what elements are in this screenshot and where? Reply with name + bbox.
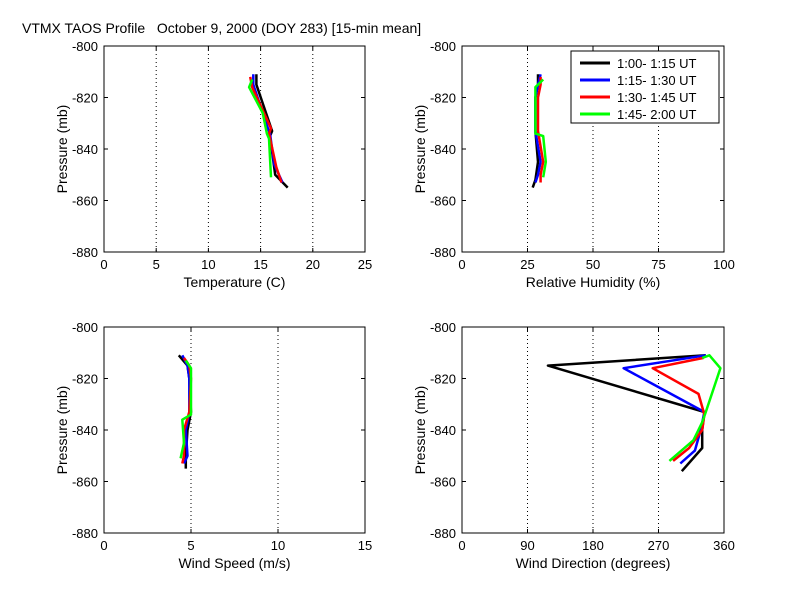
series-line-relative-humidity-3 (534, 78, 548, 178)
panel-wind-direction: 0 90 180 270 360 -880 -860 -840 -820 -800 Wind Dir… (412, 320, 735, 571)
x-axis-label: Wind Direction (degrees) (516, 555, 671, 571)
legend: 1:00- 1:15 UT 1:15- 1:30 UT 1:30- 1:45 UT 1… (570, 50, 720, 124)
x-tick-label: 5 (153, 257, 160, 272)
x-tick-label: 25 (520, 257, 534, 272)
y-tick-label: -820 (430, 372, 456, 387)
x-tick-label: 75 (651, 257, 665, 272)
x-tick-label: 0 (100, 538, 107, 553)
y-tick-label: -800 (430, 39, 456, 54)
series-line-relative-humidity-2 (536, 76, 545, 183)
panel-temperature: 0 5 10 15 20 25 -880 -860 -840 -820 -800 Temperatur… (54, 39, 372, 290)
panels: 0 5 10 15 20 25 -880 -860 -840 -820 -800 Temperatur… (54, 39, 735, 571)
legend-label: 1:45- 2:00 UT (617, 107, 697, 122)
y-tick-label: -820 (430, 91, 456, 106)
x-tick-label: 100 (713, 257, 735, 272)
y-tick-label: -860 (430, 194, 456, 209)
x-tick-label: 360 (713, 538, 735, 553)
y-tick-label: -860 (72, 194, 98, 209)
y-tick-label: -880 (72, 245, 98, 260)
series-line-wind-speed-3 (179, 359, 193, 459)
x-tick-label: 50 (586, 257, 600, 272)
y-axis-label: Pressure (mb) (54, 105, 70, 194)
legend-label: 1:00- 1:15 UT (617, 56, 697, 71)
x-tick-label: 15 (253, 257, 267, 272)
x-tick-label: 90 (520, 538, 534, 553)
figure-title: VTMX TAOS Profile October 9, 2000 (DOY 2… (22, 20, 421, 36)
y-tick-label: -840 (430, 423, 456, 438)
y-axis-label: Pressure (mb) (412, 386, 428, 475)
y-tick-label: -880 (72, 526, 98, 541)
y-tick-label: -800 (72, 39, 98, 54)
y-tick-label: -840 (72, 423, 98, 438)
x-tick-label: 10 (271, 538, 285, 553)
x-tick-label: 15 (358, 538, 372, 553)
series-line-temperature-3 (247, 79, 273, 178)
x-tick-label: 0 (458, 257, 465, 272)
x-tick-label: 180 (582, 538, 604, 553)
x-tick-label: 25 (358, 257, 372, 272)
x-axis-label: Temperature (C) (184, 274, 286, 290)
legend-label: 1:15- 1:30 UT (617, 73, 697, 88)
y-tick-label: -840 (430, 142, 456, 157)
series-line-temperature-2 (248, 76, 283, 183)
y-tick-label: -840 (72, 142, 98, 157)
y-tick-label: -800 (72, 320, 98, 335)
y-axis-label: Pressure (mb) (54, 386, 70, 475)
x-tick-label: 5 (187, 538, 194, 553)
y-tick-label: -820 (72, 91, 98, 106)
x-axis-label: Relative Humidity (%) (526, 274, 661, 290)
x-tick-label: 0 (458, 538, 465, 553)
y-tick-label: -800 (430, 320, 456, 335)
x-tick-label: 20 (306, 257, 320, 272)
y-tick-label: -880 (430, 245, 456, 260)
panel-relative-humidity: 0 25 50 75 100 -880 -860 -840 -820 -800 Relative H… (412, 39, 735, 290)
y-tick-label: -820 (72, 372, 98, 387)
legend-label: 1:30- 1:45 UT (617, 90, 697, 105)
y-axis-label: Pressure (mb) (412, 105, 428, 194)
x-tick-label: 0 (100, 257, 107, 272)
y-tick-label: -880 (430, 526, 456, 541)
y-tick-label: -860 (72, 475, 98, 490)
series-line-wind-direction-3 (668, 354, 722, 462)
x-axis-label: Wind Speed (m/s) (178, 555, 290, 571)
x-tick-label: 270 (648, 538, 670, 553)
y-tick-label: -860 (430, 475, 456, 490)
x-tick-label: 10 (201, 257, 215, 272)
panel-wind-speed: 0 5 10 15 -880 -860 -840 -820 -800 Wind Speed (m/… (54, 320, 372, 571)
